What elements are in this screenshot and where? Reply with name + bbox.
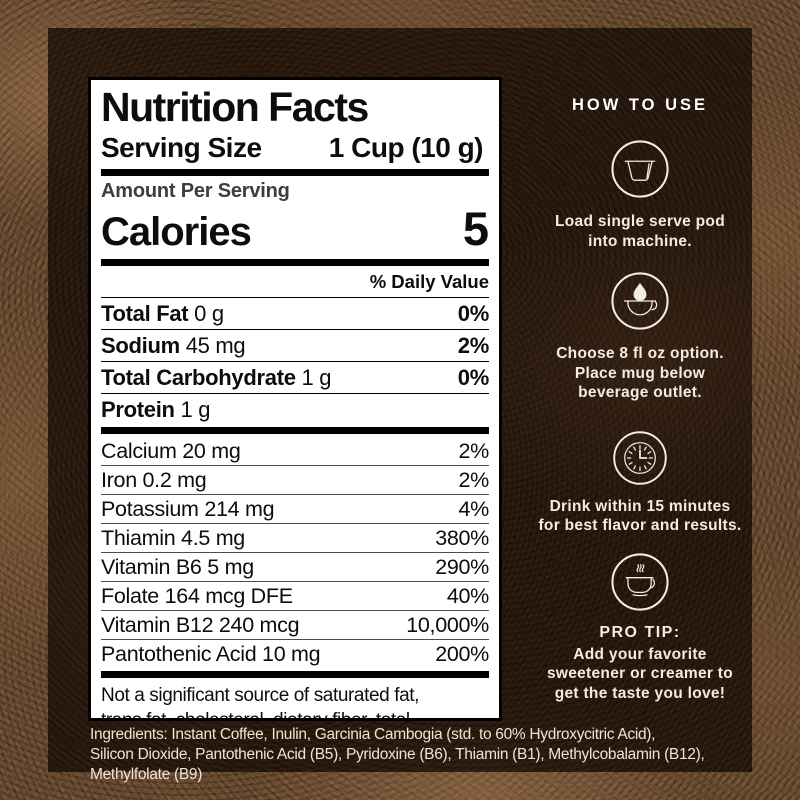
daily-value-header: % Daily Value bbox=[101, 266, 489, 298]
calories-value: 5 bbox=[462, 201, 489, 255]
nutrient-row-total-fat: Total Fat 0 g 0% bbox=[101, 300, 489, 326]
nutrient-row-protein: Protein 1 g bbox=[101, 392, 489, 425]
step-1-caption: Load single serve pod into machine. bbox=[555, 213, 725, 250]
steaming-mug-icon bbox=[611, 552, 669, 611]
label-title: Nutrition Facts bbox=[101, 84, 369, 130]
amount-per-serving-label: Amount Per Serving bbox=[101, 179, 290, 202]
calories-label: Calories bbox=[101, 209, 252, 254]
nutrient-row-vitamin-b12: Vitamin B12 240 mcg 10,000% bbox=[101, 609, 489, 639]
serving-size-row: Serving Size 1 Cup (10 g) bbox=[101, 132, 489, 164]
how-to-use-heading: HOW TO USE bbox=[571, 96, 709, 114]
nutrient-row-thiamin: Thiamin 4.5 mg 380% bbox=[101, 522, 489, 552]
nutrient-row-potassium: Potassium 214 mg 4% bbox=[101, 493, 489, 523]
cup-drop-icon bbox=[611, 272, 669, 330]
pod-icon bbox=[611, 140, 669, 198]
nutrient-row-vitamin-b6: Vitamin B6 5 mg 290% bbox=[101, 551, 489, 581]
nutrient-row-folate: Folate 164 mcg DFE 40% bbox=[101, 580, 489, 610]
serving-size-label: Serving Size bbox=[101, 131, 262, 163]
how-to-use-panel: HOW TO USE Load single serve pod into ma… bbox=[532, 96, 748, 703]
pro-tip-heading: PRO TIP: bbox=[599, 623, 681, 641]
thick-divider bbox=[101, 670, 489, 678]
thick-divider bbox=[101, 426, 489, 434]
main-nutrient-rows: Total Fat 0 g 0% Sodium 45 mg 2% Total C… bbox=[101, 298, 489, 425]
serving-size-value: 1 Cup (10 g) bbox=[328, 131, 484, 163]
nutrient-row-pantothenic-acid: Pantothenic Acid 10 mg 200% bbox=[101, 638, 489, 668]
nutrient-row-sodium: Sodium 45 mg 2% bbox=[101, 328, 489, 361]
step-2-caption: Choose 8 fl oz option. Place mug below b… bbox=[556, 345, 724, 401]
step-3-caption: Drink within 15 minutes for best flavor … bbox=[538, 497, 742, 535]
calories-row: Calories 5 bbox=[101, 201, 489, 256]
micronutrient-rows: Calcium 20 mg 2% Iron 0.2 mg 2% Potassiu… bbox=[101, 437, 489, 668]
ingredients-text: Ingredients: Instant Coffee, Inulin, Gar… bbox=[90, 726, 705, 783]
label-footnote: Not a significant source of saturated fa… bbox=[101, 684, 419, 721]
nutrition-facts-label: Nutrition Facts Serving Size 1 Cup (10 g… bbox=[88, 77, 502, 721]
pro-tip-caption: Add your favorite sweetener or creamer t… bbox=[546, 645, 734, 702]
thick-divider bbox=[101, 168, 489, 176]
nutrient-row-calcium: Calcium 20 mg 2% bbox=[101, 438, 489, 463]
thick-divider bbox=[101, 258, 489, 266]
clock-icon bbox=[613, 430, 667, 485]
nutrient-row-iron: Iron 0.2 mg 2% bbox=[101, 464, 489, 494]
nutrient-row-carbohydrate: Total Carbohydrate 1 g 0% bbox=[101, 360, 489, 393]
